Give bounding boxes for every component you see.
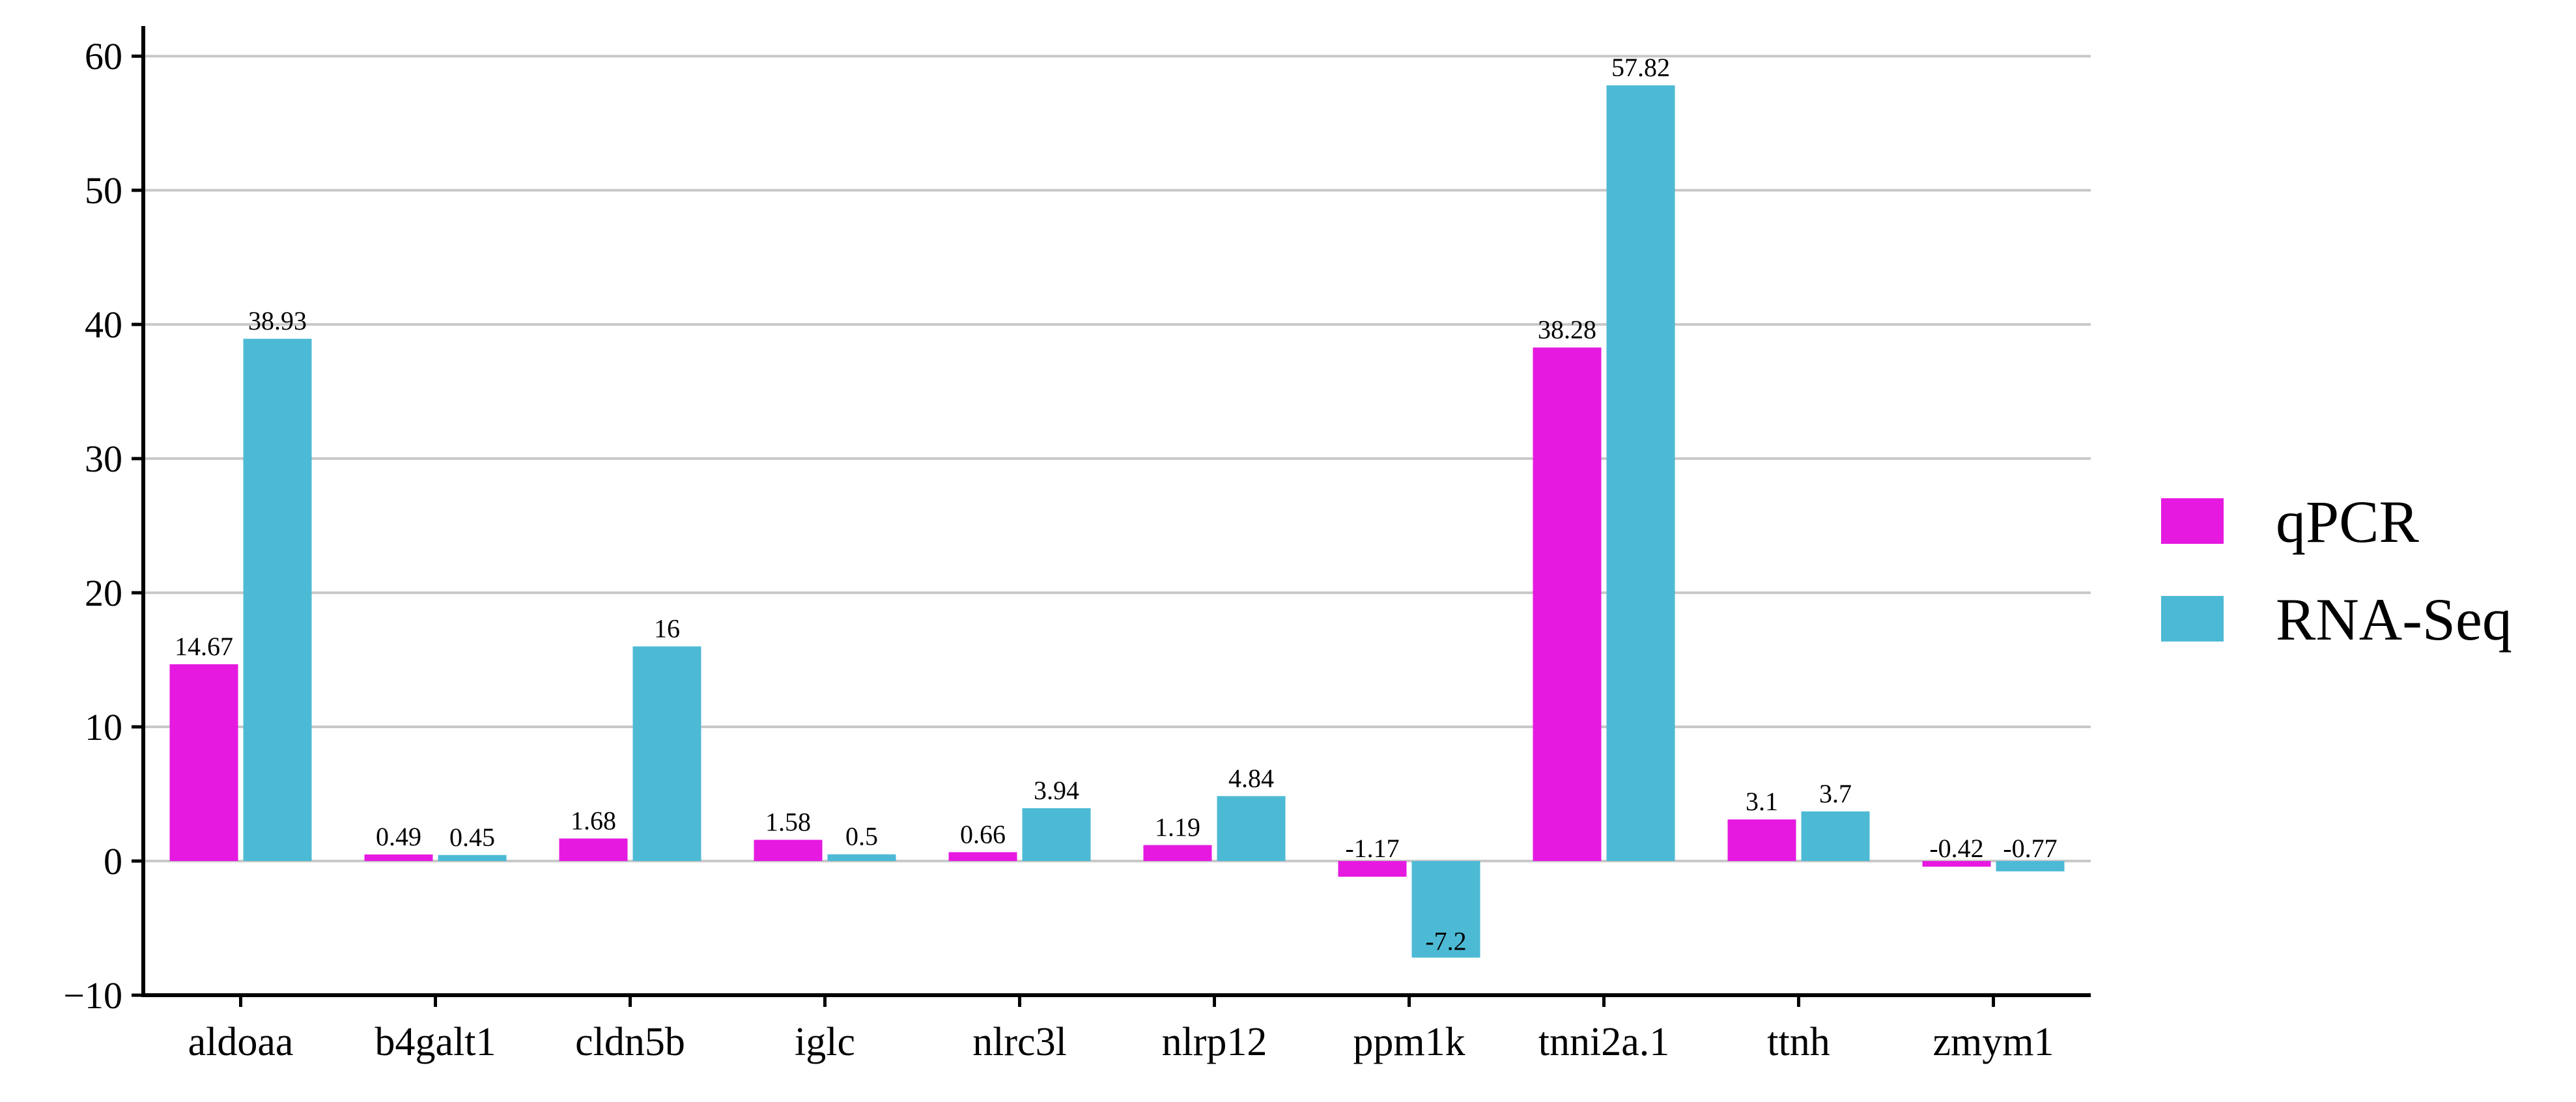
data-label: 0.45 (449, 823, 495, 852)
x-tick-label: b4galt1 (375, 1020, 496, 1064)
x-tick-label: nlrp12 (1162, 1020, 1267, 1064)
y-tick-label: 30 (85, 438, 122, 480)
axes: −10 0 10 20 30 40 50 60 aldoaa b4galt1 cldn5b iglc n… (63, 26, 2091, 1064)
bar-qpcr (559, 838, 628, 862)
data-labels: 14.67 38.93 0.49 0.45 1.68 16 1.58 0.5 0.66 3.94 1… (175, 53, 2058, 955)
x-tick-label: tnni2a.1 (1538, 1020, 1669, 1064)
data-label: -7.2 (1425, 926, 1466, 955)
data-label: 1.58 (765, 807, 811, 836)
bar-rna-seq (243, 339, 312, 862)
bar-qpcr (169, 664, 238, 862)
data-label: 57.82 (1611, 53, 1670, 82)
bar-rna-seq (1801, 811, 1870, 862)
bar-rna-seq (438, 855, 507, 862)
data-label: 14.67 (175, 632, 233, 661)
legend-swatch-qpcr (2161, 498, 2224, 544)
legend-swatch-rna-seq (2161, 596, 2224, 642)
bars (169, 85, 2065, 958)
bar-qpcr (1338, 861, 1407, 877)
y-tick-label: −10 (63, 974, 122, 1017)
data-label: 16 (654, 614, 680, 643)
data-label: 38.28 (1538, 315, 1596, 345)
legend: qPCR RNA-Seq (2161, 488, 2512, 653)
bar-rna-seq (1606, 85, 1675, 862)
data-label: 4.84 (1228, 763, 1274, 793)
x-tick-label: iglc (795, 1020, 855, 1064)
bar-qpcr (1533, 347, 1602, 862)
y-tick-label: 50 (85, 169, 122, 212)
data-label: 0.66 (960, 819, 1006, 849)
x-tick-label: aldoaa (188, 1020, 294, 1064)
data-label: 3.7 (1819, 779, 1852, 808)
x-tick-label: nlrc3l (972, 1020, 1067, 1064)
x-tick-label: ppm1k (1353, 1020, 1465, 1064)
bar-qpcr (1143, 845, 1212, 862)
data-label: 0.49 (376, 822, 421, 851)
y-tick-label: 60 (85, 35, 122, 78)
bar-qpcr (1922, 861, 1991, 867)
bar-qpcr (948, 852, 1017, 862)
data-label: 3.94 (1034, 776, 1079, 805)
data-label: 0.5 (845, 822, 878, 851)
y-tick-label: 10 (85, 706, 122, 748)
bar-rna-seq (1022, 808, 1091, 862)
bar-rna-seq (1996, 861, 2065, 871)
x-tick-label: zmym1 (1933, 1020, 2054, 1064)
data-label: -0.77 (2003, 834, 2057, 863)
data-label: -1.17 (1345, 834, 1399, 863)
bar-rna-seq (827, 854, 896, 862)
y-tick-label: 40 (85, 304, 122, 346)
data-label: 1.19 (1155, 813, 1200, 842)
bar-rna-seq (632, 646, 701, 862)
data-label: 38.93 (248, 306, 307, 335)
legend-label: RNA-Seq (2276, 586, 2512, 653)
data-label: -0.42 (1929, 834, 1983, 863)
legend-label: qPCR (2276, 488, 2420, 555)
bar-qpcr (364, 854, 433, 862)
data-label: 3.1 (1746, 787, 1778, 816)
y-tick-label: 20 (85, 572, 122, 614)
x-tick-label: ttnh (1767, 1020, 1830, 1064)
data-label: 1.68 (571, 806, 616, 835)
bar-rna-seq (1411, 861, 1480, 958)
y-tick-label: 0 (104, 840, 122, 883)
gridlines (143, 55, 2091, 996)
x-tick-label: cldn5b (575, 1020, 685, 1064)
bar-qpcr (1727, 819, 1796, 862)
bar-rna-seq (1217, 796, 1286, 862)
bar-qpcr (754, 840, 823, 862)
